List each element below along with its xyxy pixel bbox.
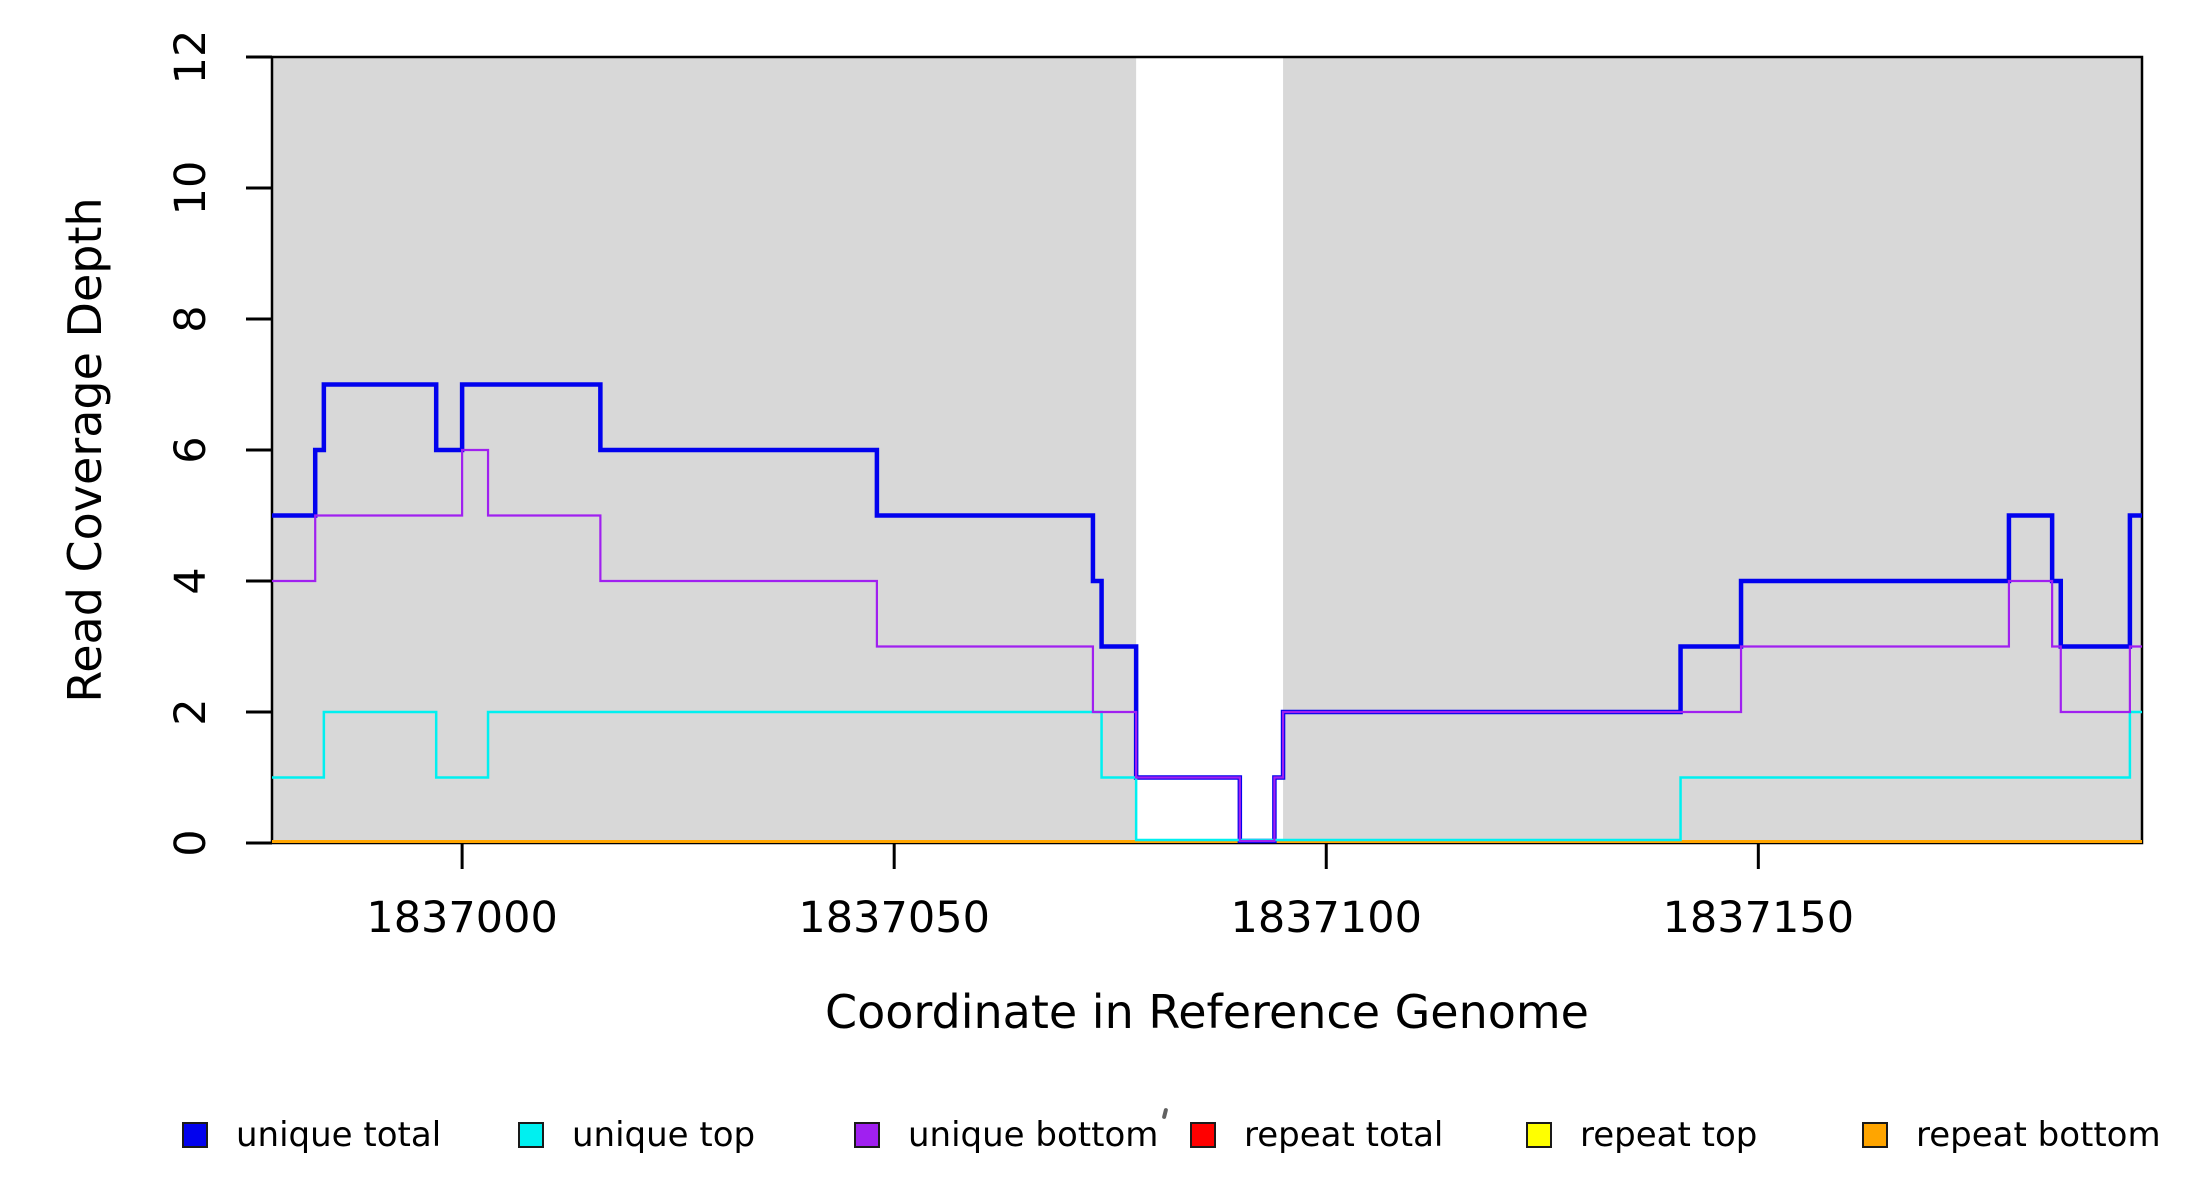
series-line-unique-bottom: [272, 448, 2142, 843]
legend-swatch-repeat-bottom: [1862, 1122, 1888, 1148]
y-tick-label: 0: [166, 829, 216, 856]
y-tick-label: 2: [166, 698, 216, 725]
legend-item-repeat-bottom: repeat bottom: [1862, 1118, 2161, 1152]
legend-swatch-repeat-total: [1190, 1122, 1216, 1148]
legend-item-repeat-total: repeat total: [1190, 1118, 1443, 1152]
legend-label-repeat-total: repeat total: [1244, 1115, 1444, 1155]
x-tick-label: 1837100: [1230, 893, 1422, 943]
y-tick-label: 4: [166, 567, 216, 594]
y-tick-label: 12: [166, 30, 216, 85]
legend-label-unique-total: unique total: [236, 1115, 442, 1155]
y-tick-label: 6: [166, 436, 216, 463]
legend-swatch-unique-total: [182, 1122, 208, 1148]
x-tick-label: 1837000: [366, 893, 558, 943]
legend-label-repeat-bottom: repeat bottom: [1916, 1115, 2161, 1155]
legend-label-unique-bottom: unique bottom: [908, 1115, 1159, 1155]
legend-item-unique-total: unique total: [182, 1118, 441, 1152]
y-axis-title: Read Coverage Depth: [58, 197, 112, 703]
legend-swatch-unique-top: [518, 1122, 544, 1148]
y-tick-label: 10: [166, 161, 216, 216]
y-tick-label: 8: [166, 305, 216, 332]
legend-swatch-unique-bottom: [854, 1122, 880, 1148]
shaded-region: [1283, 57, 2142, 843]
legend-item-unique-bottom: unique bottom: [854, 1118, 1158, 1152]
x-tick-label: 1837050: [798, 893, 990, 943]
x-axis-title: Coordinate in Reference Genome: [825, 985, 1589, 1039]
series-line-unique-top: [272, 710, 2142, 842]
legend-swatch-repeat-top: [1526, 1122, 1552, 1148]
legend-item-repeat-top: repeat top: [1526, 1118, 1757, 1152]
legend-item-unique-top: unique top: [518, 1118, 755, 1152]
plot-legend: unique total unique top unique bottom repea…: [0, 1118, 2200, 1174]
legend-label-repeat-top: repeat top: [1580, 1115, 1758, 1155]
legend-label-unique-top: unique top: [572, 1115, 756, 1155]
x-tick-label: 1837150: [1663, 893, 1855, 943]
